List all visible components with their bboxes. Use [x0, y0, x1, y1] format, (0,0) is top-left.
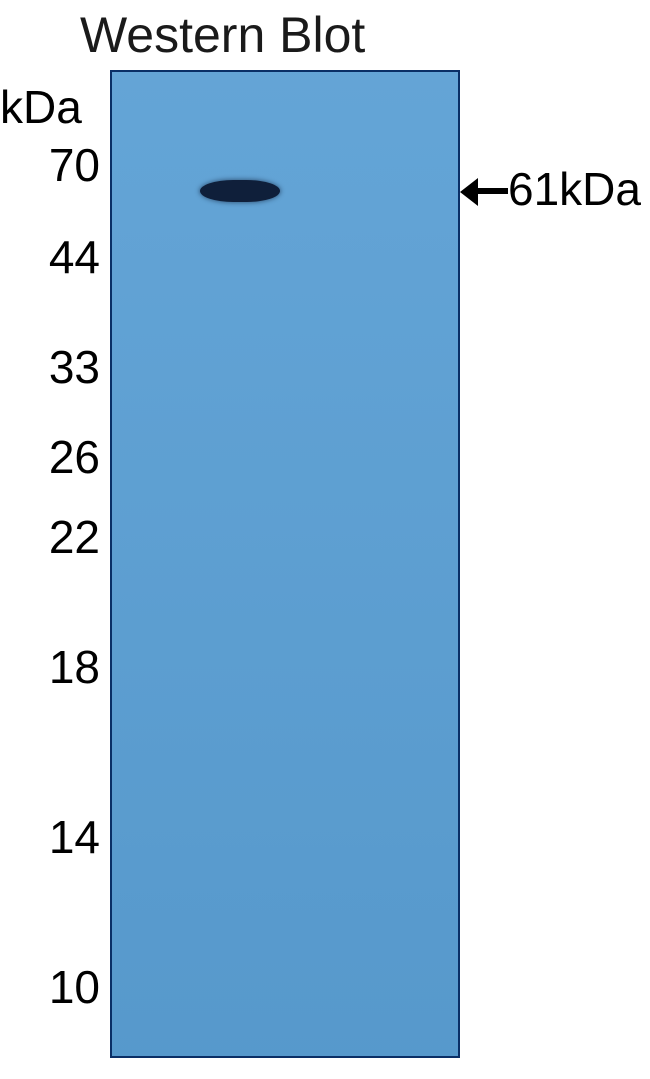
protein-band	[200, 180, 280, 202]
mw-marker-44: 44	[0, 230, 100, 284]
blot-membrane	[110, 70, 460, 1058]
mw-marker-26: 26	[0, 430, 100, 484]
band-arrow-head	[460, 178, 478, 206]
figure-title: Western Blot	[80, 6, 365, 64]
mw-marker-14: 14	[0, 810, 100, 864]
mw-marker-70: 70	[0, 138, 100, 192]
mw-marker-33: 33	[0, 340, 100, 394]
mw-marker-10: 10	[0, 960, 100, 1014]
band-size-label: 61kDa	[508, 162, 641, 216]
kda-unit-label: kDa	[0, 80, 82, 134]
mw-marker-22: 22	[0, 510, 100, 564]
mw-marker-18: 18	[0, 640, 100, 694]
western-blot-figure: Western Blot kDa 70 44 33 26 22 18 14 10 61kDa	[0, 0, 650, 1079]
